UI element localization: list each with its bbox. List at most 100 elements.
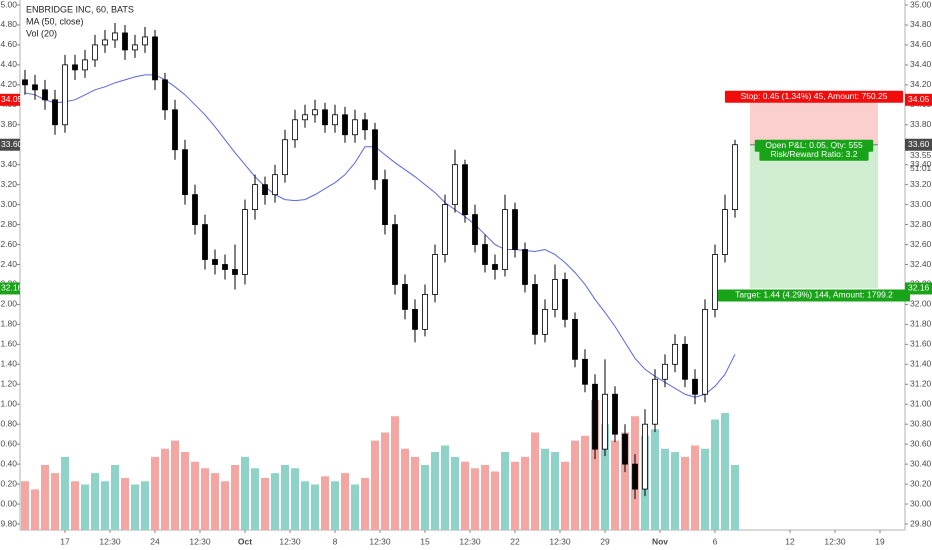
candle-body <box>142 36 148 46</box>
x-tick-label: 12:30 <box>279 536 301 546</box>
x-tick-label: 19 <box>875 536 885 546</box>
candle-body <box>432 254 438 295</box>
x-tick-label: 12:30 <box>459 536 481 546</box>
candle-body <box>722 209 728 255</box>
volume-bar <box>541 448 549 530</box>
volume-bar <box>361 478 369 530</box>
y-tick-label: 31.00 <box>910 398 932 408</box>
volume-bar <box>41 465 49 530</box>
candle-body <box>492 264 498 270</box>
candle-body <box>692 378 698 395</box>
target-label: Target: 1.44 (4.29%) 144, Amount: 1799.2 <box>735 290 893 300</box>
y-tick-label: 31.80 <box>910 319 932 329</box>
x-tick-label: 12:30 <box>549 536 571 546</box>
y-tick-label: 31.40 <box>0 359 17 369</box>
candle-body <box>92 44 98 61</box>
volume-bar <box>141 481 149 530</box>
y-tick-label: 33.55 <box>910 150 932 160</box>
candle-body <box>452 164 458 206</box>
stop-zone <box>750 99 878 145</box>
candle-body <box>242 209 248 275</box>
candle-body <box>282 139 288 176</box>
volume-bar <box>621 432 629 530</box>
candle-body <box>102 39 108 46</box>
volume-bar <box>661 448 669 530</box>
x-tick-label: 6 <box>713 536 718 546</box>
volume-bar <box>91 473 99 530</box>
y-tick-label: 30.80 <box>910 418 932 428</box>
candle-body <box>622 433 628 465</box>
volume-bar <box>271 473 279 530</box>
candle-body <box>192 194 198 225</box>
y-tick-label: 33.20 <box>910 179 932 189</box>
candle-body <box>582 358 588 385</box>
y-tick-label: 34.40 <box>0 59 17 69</box>
candle-body <box>52 99 58 126</box>
volume-bar <box>171 440 179 530</box>
volume-bar <box>101 481 109 530</box>
volume-bar <box>691 445 699 530</box>
y-tick-label: 30.20 <box>910 478 932 488</box>
volume-bar <box>531 432 539 530</box>
price-badge <box>0 93 20 106</box>
x-tick-label: 12:30 <box>824 536 846 546</box>
volume-bar <box>711 419 719 530</box>
volume-bar <box>611 440 619 530</box>
volume-bar <box>321 476 329 530</box>
price-badge <box>905 93 932 106</box>
volume-bar <box>281 465 289 530</box>
y-tick-label: 31.00 <box>0 398 17 408</box>
candle-body <box>362 119 368 131</box>
volume-bar <box>331 481 339 530</box>
y-tick-label: 34.20 <box>0 79 17 89</box>
candle-body <box>512 209 518 250</box>
y-tick-label: 31.20 <box>0 379 17 389</box>
candle-body <box>172 109 178 151</box>
volume-bar <box>241 456 249 530</box>
volume-bar <box>81 484 89 530</box>
candle-body <box>672 343 678 365</box>
candle-body <box>612 393 618 435</box>
candle-body <box>302 114 308 121</box>
volume-bar <box>261 478 269 530</box>
candle-body <box>42 89 48 101</box>
candle-body <box>572 318 578 360</box>
volume-bar <box>521 456 529 530</box>
volume-bar <box>681 456 689 530</box>
volume-bar <box>721 413 729 530</box>
volume-bar <box>651 429 659 530</box>
price-badge-label: 32.16 <box>1 283 23 293</box>
volume-bar <box>251 468 259 530</box>
stop-label-bg <box>724 90 904 103</box>
candle-body <box>82 59 88 71</box>
y-tick-label: 34.60 <box>0 39 17 49</box>
price-badge-label: 33.60 <box>908 139 930 149</box>
target-zone <box>750 144 878 289</box>
volume-bar <box>561 461 569 530</box>
volume-bar <box>591 400 599 530</box>
candle-body <box>662 363 668 380</box>
x-tick-label: 12:30 <box>189 536 211 546</box>
y-tick-label: 35.00 <box>910 0 932 9</box>
volume-bar <box>161 448 169 530</box>
y-tick-label: 32.00 <box>910 299 932 309</box>
candle-body <box>542 309 548 335</box>
x-tick-label: 17 <box>60 536 70 546</box>
candle-body <box>62 64 68 126</box>
candle-body <box>392 224 398 285</box>
volume-bar <box>671 452 679 530</box>
volume-bar <box>571 440 579 530</box>
candle-body <box>272 174 278 196</box>
volume-bar <box>31 489 39 530</box>
candle-body <box>122 32 128 51</box>
volume-bar <box>701 448 709 530</box>
candle-body <box>442 204 448 255</box>
y-tick-label: 33.40 <box>910 159 932 169</box>
volume-bar <box>181 452 189 530</box>
volume-bar <box>61 456 69 530</box>
candle-body <box>72 64 78 71</box>
candle-body <box>332 114 338 126</box>
volume-bar <box>731 465 739 530</box>
volume-bar <box>501 452 509 530</box>
volume-bar <box>111 465 119 530</box>
